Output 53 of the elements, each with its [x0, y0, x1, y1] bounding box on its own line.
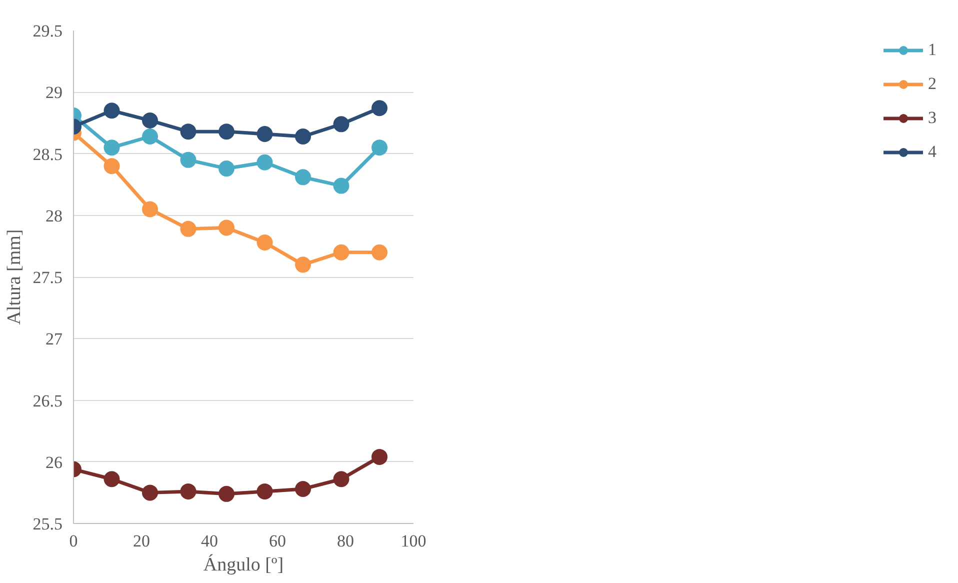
point	[372, 244, 388, 260]
point	[295, 169, 311, 186]
x-tick-label: 0	[69, 532, 78, 550]
y-tick-label: 29.5	[32, 22, 62, 40]
point	[333, 116, 350, 132]
y-tick-label: 29	[46, 83, 62, 102]
point	[256, 483, 273, 500]
point	[142, 484, 158, 501]
y-tick-label: 28	[46, 206, 62, 226]
point	[333, 244, 350, 260]
x-tick-label: 100	[400, 532, 426, 550]
point	[142, 128, 158, 144]
point	[180, 220, 196, 237]
x-tick-label: 20	[133, 532, 150, 550]
legend-label: 4	[928, 142, 938, 162]
point	[142, 201, 158, 218]
point	[256, 234, 273, 250]
legend-label: 1	[928, 40, 938, 60]
x-axis-title: Ángulo [º]	[203, 554, 284, 576]
point	[256, 154, 273, 170]
point	[256, 126, 273, 142]
point	[295, 481, 311, 497]
point	[372, 100, 388, 116]
point	[333, 178, 350, 194]
y-axis-title: Altura [mm]	[4, 229, 25, 325]
x-tick-label: 80	[337, 532, 354, 550]
point	[372, 448, 388, 465]
point	[180, 483, 196, 500]
point	[180, 124, 196, 140]
point	[372, 140, 388, 156]
point	[104, 102, 120, 119]
y-tick-label: 26.5	[32, 391, 62, 410]
x-tick-label: 60	[269, 532, 286, 550]
y-tick-label: 28.5	[32, 144, 62, 164]
point	[218, 486, 234, 502]
y-tick-label: 25.5	[32, 514, 62, 534]
point	[142, 112, 158, 128]
legend-label: 2	[928, 74, 938, 94]
point	[218, 220, 234, 236]
point	[104, 158, 120, 174]
y-tick-label: 26	[46, 452, 62, 472]
y-tick-label: 27	[46, 330, 63, 349]
point	[180, 152, 196, 168]
point	[104, 140, 120, 156]
legend-label: 3	[928, 108, 938, 128]
x-tick-label: 40	[201, 532, 218, 550]
point	[218, 160, 234, 177]
point	[104, 471, 120, 488]
point	[333, 471, 350, 488]
point	[218, 124, 234, 140]
point	[295, 128, 311, 144]
y-tick-label: 27.5	[32, 268, 62, 287]
point	[295, 256, 311, 273]
